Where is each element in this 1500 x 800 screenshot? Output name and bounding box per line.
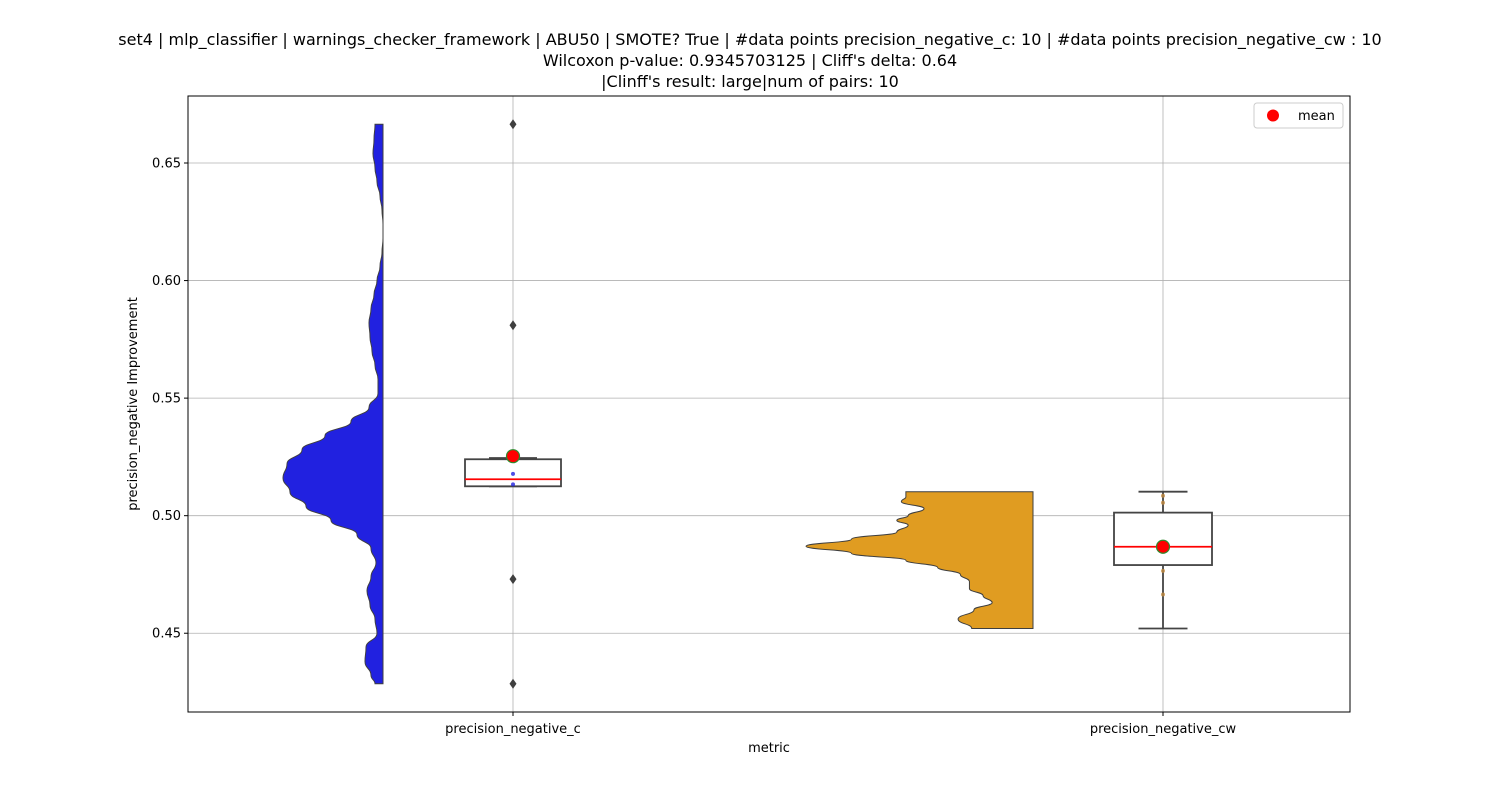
boxplots: [464, 119, 1213, 689]
data-point: [1161, 568, 1165, 573]
gridlines: [188, 96, 1350, 712]
plot-frame: [187, 95, 1351, 713]
y-tick-label: 0.60: [152, 274, 181, 289]
data-point: [511, 482, 515, 487]
violin-precision_negative_c: [282, 123, 384, 685]
mean-marker: [1155, 539, 1171, 554]
y-tick-label: 0.50: [152, 509, 181, 524]
legend: mean: [1253, 102, 1344, 129]
chart-title-line-2: Wilcoxon p-value: 0.9345703125 | Cliff's…: [542, 51, 958, 70]
data-point: [1161, 493, 1165, 498]
data-point: [511, 471, 515, 476]
outlier-marker: [509, 119, 517, 130]
chart-title-line-3: |Clinff's result: large|num of pairs: 10: [601, 72, 899, 91]
box-precision_negative_cw: [1113, 511, 1213, 566]
y-tick-label: 0.45: [152, 627, 181, 642]
outlier-marker: [509, 574, 517, 585]
x-tick-label: precision_negative_c: [445, 722, 581, 737]
mean-marker: [505, 449, 521, 464]
outlier-marker: [509, 320, 517, 331]
outlier-marker: [509, 678, 517, 689]
y-tick-label: 0.65: [152, 157, 181, 172]
x-axis-label: metric: [748, 741, 790, 756]
legend-mean-label: mean: [1298, 109, 1335, 124]
y-tick-label: 0.55: [152, 392, 181, 407]
axes: 0.45 0.50 0.55 0.60 0.65 precision_negative_c…: [152, 95, 1351, 737]
legend-frame: [1253, 102, 1344, 129]
violin-precision_negative_cw: [805, 491, 1034, 630]
data-point: [1161, 500, 1165, 505]
chart-title-line-1: set4 | mlp_classifier | warnings_checker…: [118, 30, 1382, 49]
y-axis-label: precision_negative Improvement: [126, 297, 141, 511]
x-tick-label: precision_negative_cw: [1090, 722, 1237, 737]
legend-mean-marker: [1267, 109, 1279, 122]
data-point: [1161, 592, 1165, 597]
violins: [282, 123, 1034, 685]
